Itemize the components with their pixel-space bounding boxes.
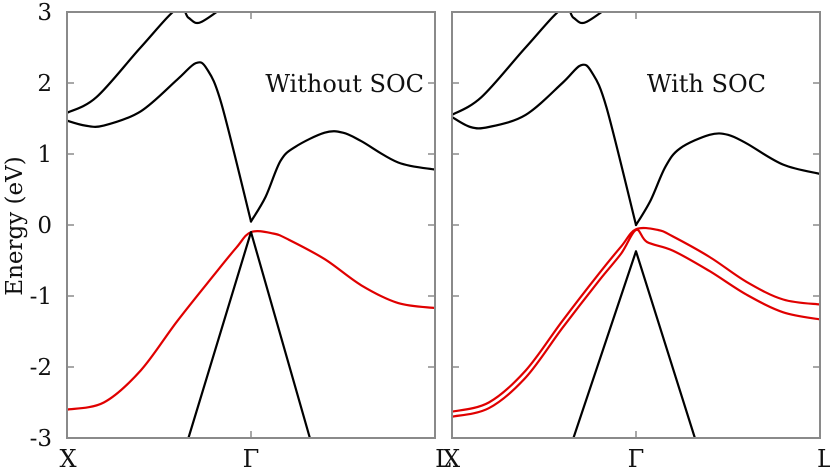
y-tick-label: -1 xyxy=(30,284,52,310)
y-tick-label: 1 xyxy=(37,142,52,168)
panel-label: Without SOC xyxy=(265,70,424,98)
y-axis-label: Energy (eV) xyxy=(2,156,28,295)
x-tick-label: X xyxy=(443,445,460,468)
band-line-3 xyxy=(249,130,435,223)
x-tick-label: X xyxy=(59,445,76,468)
x-tick-label: L xyxy=(817,445,830,468)
valence-band-red-4 xyxy=(452,226,820,413)
band-line-2 xyxy=(452,63,638,227)
y-tick-label: -3 xyxy=(30,426,52,452)
y-tick-label: 3 xyxy=(37,0,52,26)
panel-label: With SOC xyxy=(647,70,766,98)
valence-band-red-4 xyxy=(67,230,435,411)
band-line-6 xyxy=(572,250,696,438)
y-tick-label: 0 xyxy=(37,213,52,239)
y-tick-label: -2 xyxy=(30,355,52,381)
bands xyxy=(67,12,435,438)
band-line-5 xyxy=(187,231,311,438)
x-tick-label: L xyxy=(435,445,451,468)
panel-1: X Γ L Without SOC xyxy=(59,11,451,473)
y-tick-label: 2 xyxy=(37,71,52,97)
band-line-1 xyxy=(452,12,604,116)
band-line-3 xyxy=(634,132,820,227)
band-line-2 xyxy=(67,61,253,223)
band-line-1 xyxy=(67,12,219,114)
x-tick-label: Γ xyxy=(243,445,260,468)
bands xyxy=(452,12,820,438)
x-tick-label: Γ xyxy=(628,445,645,468)
panel-2: X Γ L With SOC xyxy=(443,11,830,473)
valence-band-red-5 xyxy=(452,228,820,418)
